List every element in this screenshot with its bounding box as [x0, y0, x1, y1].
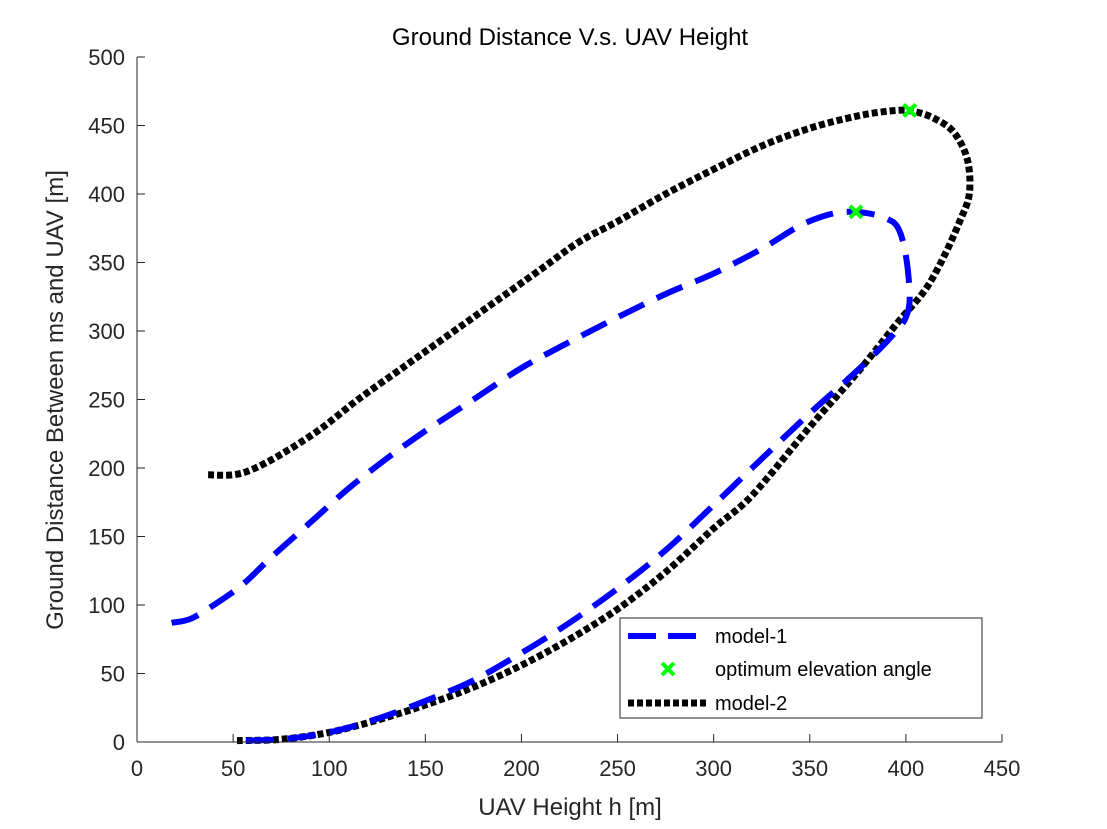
- x-tick-label: 100: [311, 756, 348, 781]
- axes: 0 50 100 150 200 250 300 350 400 450 0 50 100 150 200 2…: [88, 45, 1020, 781]
- legend: model-1 optimum elevation angle model-2: [619, 617, 983, 719]
- x-tick-label: 250: [599, 756, 636, 781]
- legend-label-model-1: model-1: [715, 626, 787, 648]
- y-tick-label: 400: [88, 182, 125, 207]
- legend-marker-optimum: [660, 661, 676, 677]
- x-tick-label: 150: [407, 756, 444, 781]
- x-tick-label: 400: [888, 756, 925, 781]
- x-tick-label: 200: [503, 756, 540, 781]
- chart-title: Ground Distance V.s. UAV Height: [392, 24, 749, 51]
- y-tick-label: 100: [88, 593, 125, 618]
- y-tick-label: 200: [88, 456, 125, 481]
- y-tick-label: 500: [88, 45, 125, 70]
- y-tick-label: 350: [88, 251, 125, 276]
- y-tick-label: 450: [88, 114, 125, 139]
- y-tick-label: 0: [113, 730, 125, 755]
- y-axis-label: Ground Distance Between ms and UAV [m]: [42, 170, 69, 630]
- y-tick-label: 50: [101, 662, 125, 687]
- series-line-model-2: [208, 106, 974, 745]
- x-tick-label: 50: [221, 756, 245, 781]
- plot-area: [170, 103, 974, 745]
- legend-label-optimum: optimum elevation angle: [715, 659, 932, 681]
- x-tick-label: 300: [695, 756, 732, 781]
- y-tick-label: 250: [88, 388, 125, 413]
- optimum-marker: [848, 204, 864, 220]
- x-tick-label: 350: [791, 756, 828, 781]
- x-tick-label: 450: [984, 756, 1021, 781]
- y-tick-label: 300: [88, 319, 125, 344]
- x-tick-label: 0: [131, 756, 143, 781]
- x-axis-label: UAV Height h [m]: [478, 794, 662, 821]
- optimum-marker: [902, 103, 918, 118]
- y-tick-label: 150: [88, 525, 125, 550]
- legend-label-model-2: model-2: [715, 693, 787, 715]
- series-line-model-1: [170, 208, 913, 744]
